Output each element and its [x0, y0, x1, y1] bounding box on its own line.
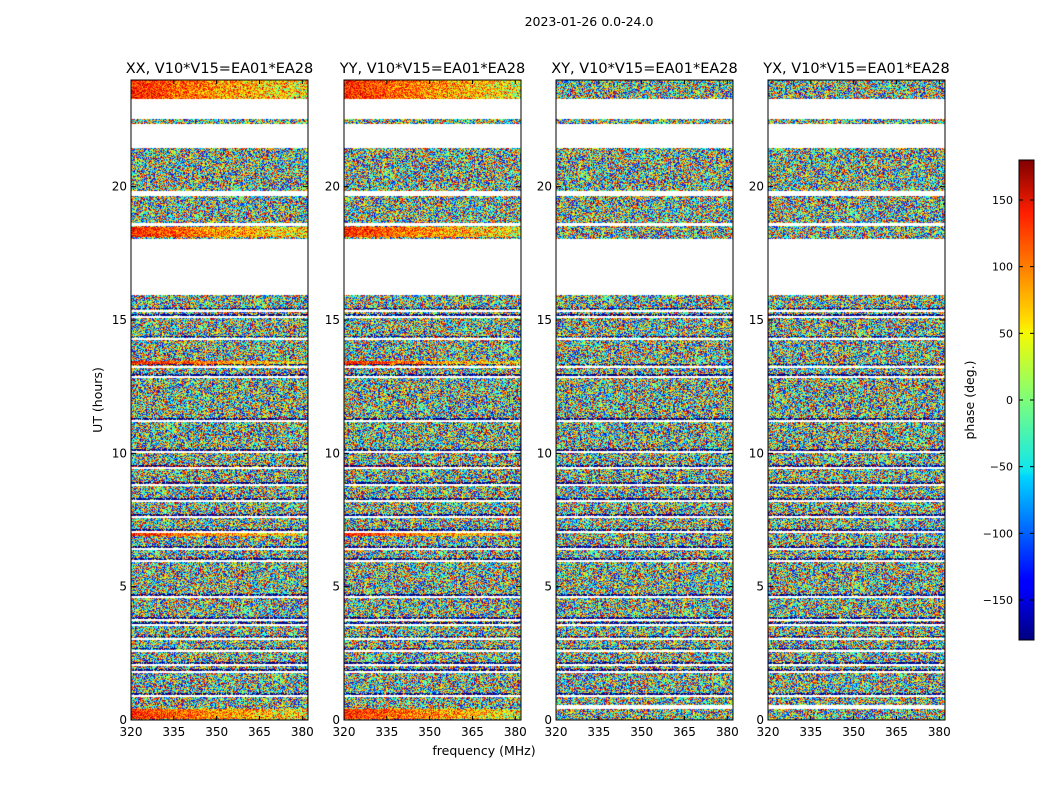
y-tick-label: 0 — [119, 713, 127, 727]
x-tick-label: 350 — [205, 725, 228, 739]
x-tick-label: 350 — [418, 725, 441, 739]
y-tick-label: 0 — [756, 713, 764, 727]
y-tick-label: 10 — [749, 446, 764, 460]
y-tick-label: 0 — [332, 713, 340, 727]
y-tick-label: 5 — [544, 580, 552, 594]
x-tick-label: 320 — [333, 725, 356, 739]
panel-title: XY, V10*V15=EA01*EA28 — [551, 61, 737, 77]
colorbar-tick-label: −150 — [983, 594, 1013, 607]
y-tick-label: 10 — [112, 446, 127, 460]
colorbar-tick-label: 150 — [992, 194, 1013, 207]
colorbar-label: phase (deg.) — [962, 361, 977, 440]
x-tick-label: 335 — [799, 725, 822, 739]
panels: XX, V10*V15=EA01*EA28 320 335 350 365 380 0 5 10… — [112, 61, 951, 739]
y-tick-label: 15 — [112, 313, 127, 327]
x-tick-label: 365 — [673, 725, 696, 739]
y-tick-label: 10 — [325, 446, 340, 460]
x-tick-label: 335 — [162, 725, 185, 739]
x-tick-label: 365 — [885, 725, 908, 739]
y-tick-label: 20 — [112, 180, 127, 194]
panel-3: XY, V10*V15=EA01*EA28 320 335 350 365 380 0 5 10… — [537, 61, 739, 739]
x-tick-label: 380 — [291, 725, 314, 739]
x-tick-label: 380 — [928, 725, 951, 739]
x-tick-label: 365 — [248, 725, 271, 739]
x-axis-label: frequency (MHz) — [432, 743, 535, 758]
phase-heatmap-image — [768, 80, 945, 720]
phase-heatmap-image — [556, 80, 733, 720]
x-tick-label: 365 — [461, 725, 484, 739]
colorbar-tick-label: 50 — [999, 327, 1013, 340]
colorbar-tick-label: −50 — [990, 461, 1013, 474]
x-tick-label: 350 — [842, 725, 865, 739]
y-tick-label: 15 — [537, 313, 552, 327]
figure-suptitle: 2023-01-26 0.0-24.0 — [525, 14, 654, 29]
panel-title: XX, V10*V15=EA01*EA28 — [126, 61, 314, 77]
colorbar-tick-label: 100 — [992, 261, 1013, 274]
x-tick-label: 380 — [504, 725, 527, 739]
x-tick-label: 320 — [120, 725, 143, 739]
x-tick-label: 380 — [716, 725, 739, 739]
y-tick-label: 20 — [537, 180, 552, 194]
x-tick-label: 350 — [630, 725, 653, 739]
axes-frame — [343, 79, 522, 721]
y-tick-label: 5 — [332, 580, 340, 594]
x-tick-label: 320 — [545, 725, 568, 739]
colorbar-tick-label: −100 — [983, 527, 1013, 540]
x-tick-label: 335 — [587, 725, 610, 739]
x-tick-label: 335 — [375, 725, 398, 739]
x-tick-label: 320 — [757, 725, 780, 739]
y-tick-label: 15 — [749, 313, 764, 327]
y-axis-label: UT (hours) — [90, 367, 105, 433]
y-tick-label: 0 — [544, 713, 552, 727]
axes-frame — [130, 79, 309, 721]
panel-title: YY, V10*V15=EA01*EA28 — [339, 61, 525, 77]
colorbar-tick-label: 0 — [1006, 394, 1013, 407]
y-tick-label: 15 — [325, 313, 340, 327]
y-tick-label: 20 — [749, 180, 764, 194]
y-tick-label: 5 — [119, 580, 127, 594]
panel-2: YY, V10*V15=EA01*EA28 320 335 350 365 380 0 5 10… — [325, 61, 527, 739]
y-tick-label: 5 — [756, 580, 764, 594]
panel-1: XX, V10*V15=EA01*EA28 320 335 350 365 380 0 5 10… — [112, 61, 314, 739]
axes-frame — [767, 79, 946, 721]
axes-frame — [555, 79, 734, 721]
colorbar: 150 100 50 0 −50 −100 −150 — [983, 159, 1035, 641]
y-tick-label: 10 — [537, 446, 552, 460]
phase-heatmap-image — [344, 80, 521, 720]
y-tick-label: 20 — [325, 180, 340, 194]
phase-heatmap-image — [131, 80, 308, 720]
panel-4: YX, V10*V15=EA01*EA28 320 335 350 365 380 0 5 10… — [749, 61, 951, 739]
panel-title: YX, V10*V15=EA01*EA28 — [762, 61, 949, 77]
